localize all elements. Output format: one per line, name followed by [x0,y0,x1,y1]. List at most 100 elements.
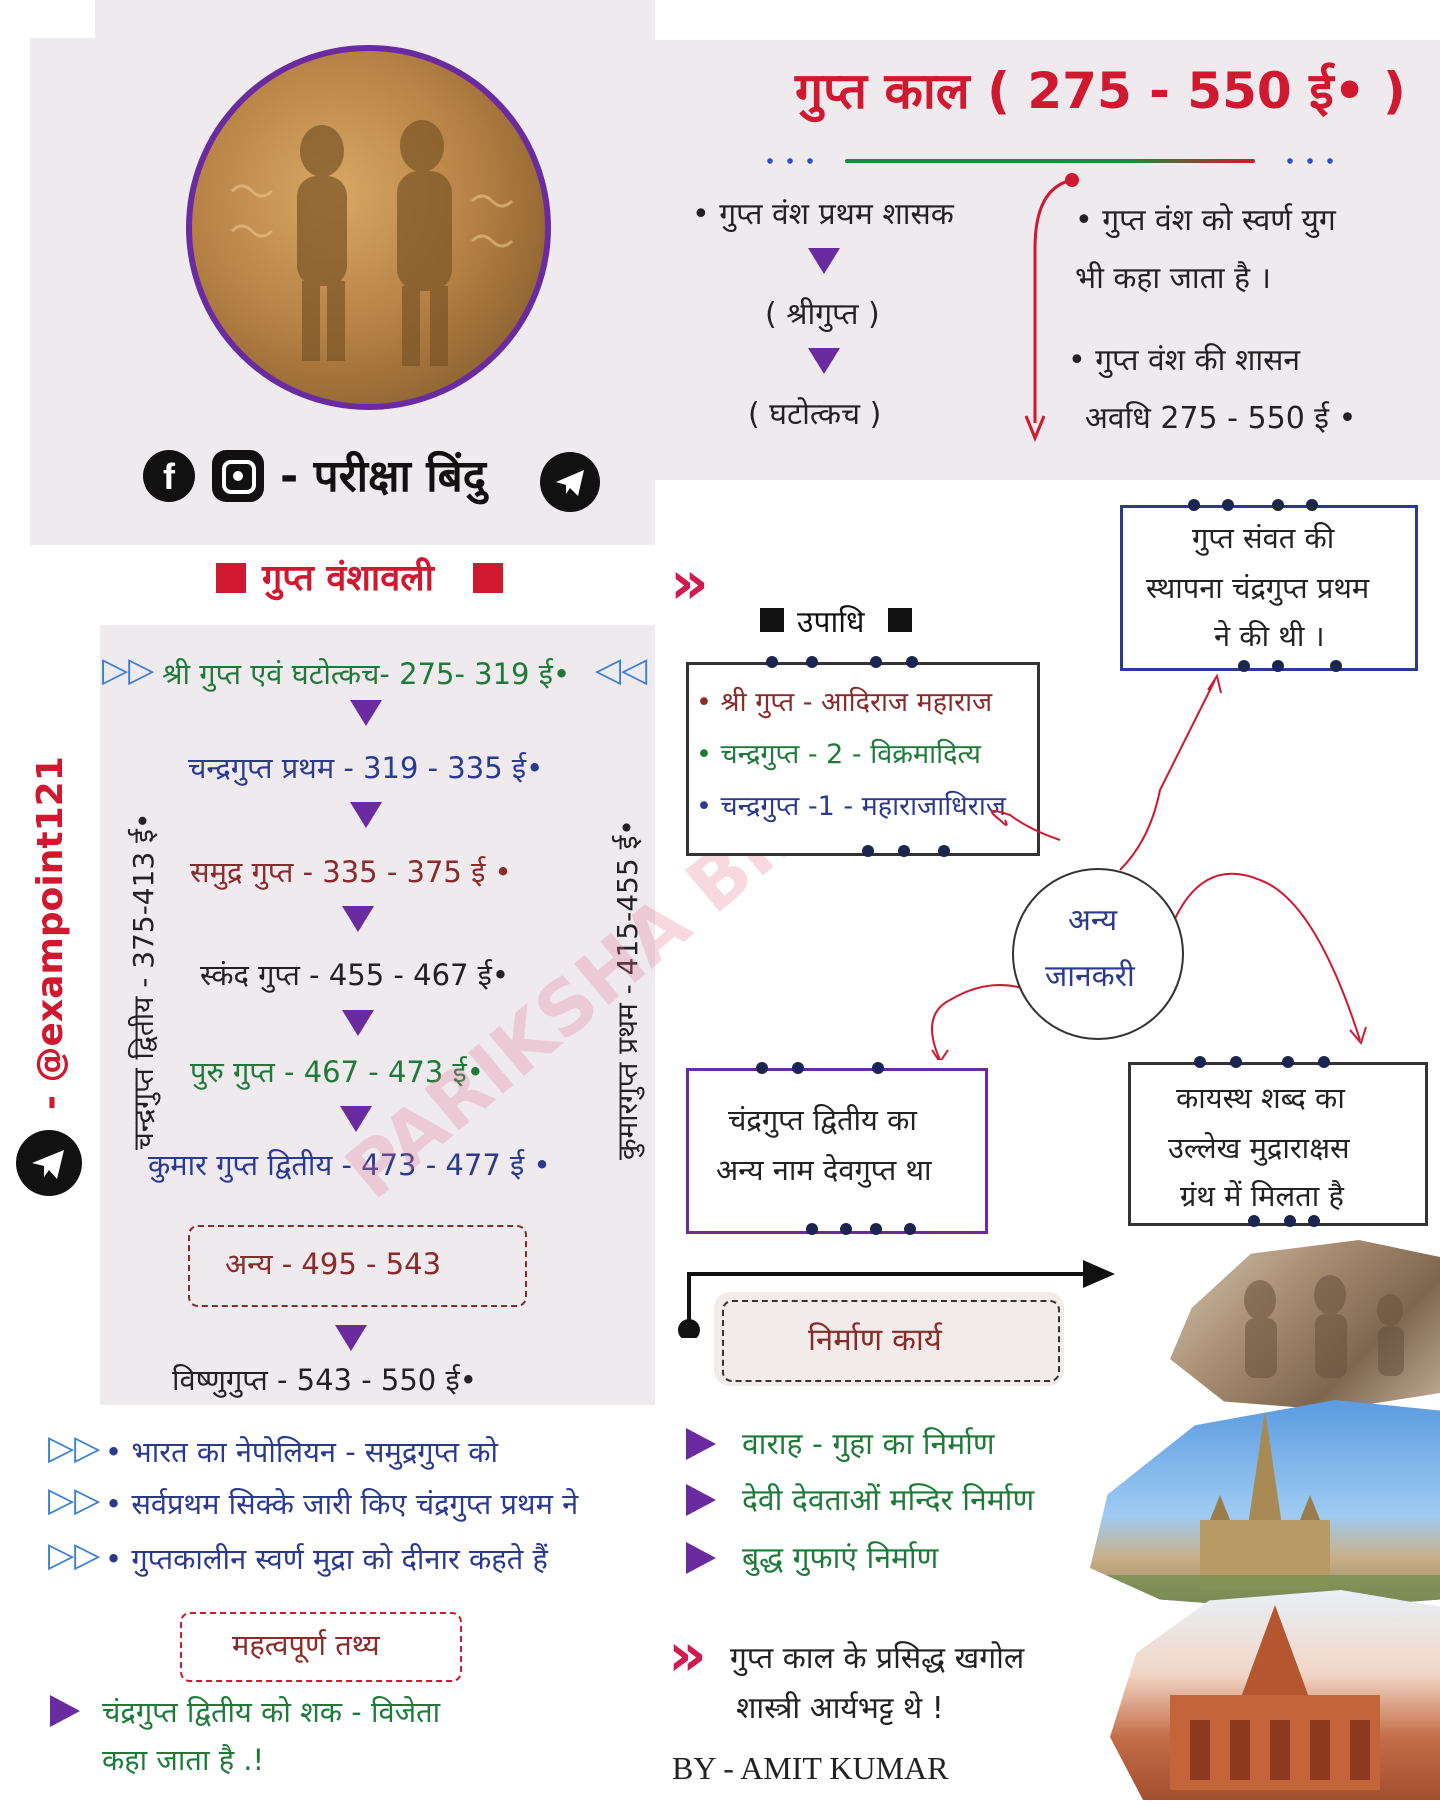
box-dot [806,656,818,668]
other-rulers-box [188,1225,527,1307]
instagram-icon[interactable] [212,450,264,502]
aryabhatta-line-2: शास्त्री आर्यभट्ट थे ! [736,1691,944,1726]
construction-item-2: देवी देवताओं मन्दिर निर्माण [742,1483,1035,1518]
golden-age-line-2: भी कहा जाता है । [1075,261,1271,296]
arrow-down-icon [350,802,382,828]
facebook-icon[interactable]: f [143,450,195,502]
red-temple-image [1110,1590,1440,1800]
rule-period-line-1: • गुप्त वंश की शासन [1068,343,1301,378]
fact-left-1: • भारत का नेपोलियन - समुद्रगुप्त को [105,1435,499,1469]
first-ruler-1: ( श्रीगुप्त ) [765,297,880,332]
construction-item-3: बुद्ध गुफाएं निर्माण [742,1541,939,1576]
first-ruler-label: • गुप्त वंश प्रथम शासक [692,197,954,232]
heading-square-icon [760,608,784,632]
other-info-line-1: अन्य [1068,903,1118,938]
coin-panel-top-left [30,38,100,545]
mahabodhi-temple-image [1090,1400,1440,1610]
play-icon [686,1484,716,1516]
kayasth-line-2: उल्लेख मुद्राराक्षस [1168,1131,1350,1165]
box-dot [792,1062,804,1074]
devgupt-box [686,1068,988,1234]
kayasth-line-1: कायस्थ शब्द का [1176,1081,1345,1115]
double-play-icon: ▷▷ [48,1480,101,1520]
arrow-down-icon [808,248,840,274]
titles-heading: उपाधि [797,605,865,640]
other-info-circle [1012,868,1184,1040]
heading-square-icon [216,563,246,593]
important-facts-label: महत्वपूर्ण तथ्य [232,1628,380,1662]
construction-item-1: वाराह - गुहा का निर्माण [742,1427,995,1462]
genealogy-panel [100,625,655,1405]
samvat-line-1: गुप्त संवत की [1192,521,1335,555]
genealogy-row-6: कुमार गुप्त द्वितीय - 473 - 477 ई • [148,1148,551,1182]
header-panel [655,40,1440,480]
golden-age-line-1: • गुप्त वंश को स्वर्ण युग [1075,203,1336,238]
construction-arrow [678,1260,1115,1338]
gold-coin-image [186,45,551,410]
box-dot [1272,499,1284,511]
genealogy-row-3: समुद्र गुप्त - 335 - 375 ई • [190,855,512,889]
other-rulers-text: अन्य - 495 - 543 [225,1247,442,1281]
play-icon [686,1542,716,1574]
double-chevron-icon: » [670,548,709,618]
telegram-icon[interactable] [16,1130,82,1196]
social-handle: - @exampoint121 [30,756,71,1110]
construction-label-box [714,1292,1064,1386]
box-dot [1308,1215,1320,1227]
genealogy-row-1: श्री गुप्त एवं घटोत्कच- 275- 319 ई• [162,657,571,691]
genealogy-title: गुप्त वंशावली [262,558,434,599]
telegram-icon[interactable] [540,452,600,512]
samvat-box [1120,505,1418,671]
fact-left-2: • सर्वप्रथम सिक्के जारी किए चंद्रगुप्त प… [105,1487,579,1521]
box-dot [1318,1056,1330,1068]
box-dot [806,1223,818,1235]
double-play-left-icon: ◁◁ [595,650,648,690]
coin-figures-icon [230,120,514,366]
box-dot [1248,1215,1260,1227]
box-dot [870,656,882,668]
title-item-3: • चन्द्रगुप्त -1 - महाराजाधिराज [696,791,1006,822]
arrow-down-icon [335,1325,367,1351]
arrow-down-icon [342,906,374,932]
important-line-1: चंद्रगुप्त द्वितीय को शक - विजेता [102,1695,441,1729]
kayasth-line-3: ग्रंथ में मिलता है [1180,1179,1344,1213]
play-icon [686,1428,716,1460]
aryabhatta-line-1: गुप्त काल के प्रसिद्ध खगोल [730,1641,1025,1676]
box-dot [1284,1215,1296,1227]
box-dot [1306,499,1318,511]
important-line-2: कहा जाता है .! [102,1743,265,1777]
genealogy-row-2: चन्द्रगुप्त प्रथम - 319 - 335 ई• [188,751,544,785]
box-dot [1194,1056,1206,1068]
box-dot [1230,1056,1242,1068]
box-dot [1330,660,1342,672]
box-dot [898,845,910,857]
page-name: - परीक्षा बिंदु [280,451,487,502]
box-dot [840,1223,852,1235]
box-dot [1272,660,1284,672]
devgupt-line-1: चंद्रगुप्त द्वितीय का [728,1103,917,1137]
title-underline [760,158,1340,164]
other-info-line-2: जानकरी [1045,959,1135,994]
samvat-line-2: स्थापना चंद्रगुप्त प्रथम [1146,571,1370,605]
construction-label: निर्माण कार्य [808,1322,942,1358]
samvat-line-3: ने की थी । [1214,619,1325,653]
arrow-down-icon [808,348,840,374]
box-dot [904,1223,916,1235]
box-dot [872,1062,884,1074]
arrow-down-icon [342,1010,374,1036]
box-dot [1282,1056,1294,1068]
box-dot [870,1223,882,1235]
construction-label-border [722,1300,1060,1382]
double-chevron-icon: » [668,1620,707,1690]
important-facts-box [180,1612,462,1682]
box-dot [862,845,874,857]
cave-sculpture-image [1170,1240,1440,1410]
double-play-icon: ▷▷ [48,1428,101,1468]
double-play-icon: ▷▷ [48,1535,101,1575]
left-vertical-label: चन्द्रगुप्त द्वितीय - 375-413 ई• [127,812,160,1150]
arrow-down-icon [350,700,382,726]
genealogy-row-4: स्कंद गुप्त - 455 - 467 ई• [200,958,510,992]
arrow-down-icon [340,1106,372,1132]
genealogy-last-row: विष्णुगुप्त - 543 - 550 ई• [172,1363,477,1397]
double-play-icon: ▷▷ [102,650,155,690]
